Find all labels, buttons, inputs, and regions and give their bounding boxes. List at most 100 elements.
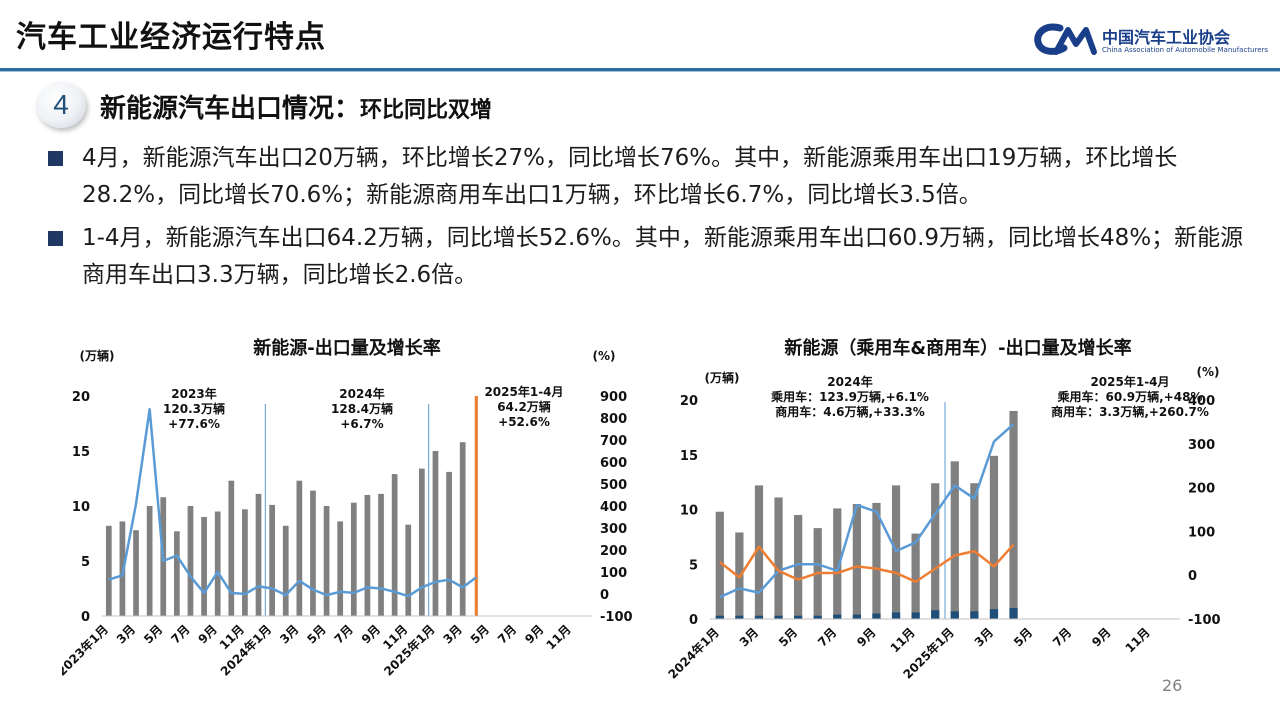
chart-annotation-text: +52.6% — [498, 415, 550, 429]
x-tick-label: 5月 — [1011, 625, 1035, 649]
bar-commercial — [891, 612, 901, 619]
bar-commercial — [931, 610, 940, 619]
bar-total — [364, 495, 371, 616]
bar-total — [794, 514, 803, 619]
bullet-text: 1-4月，新能源汽车出口64.2万辆，同比增长52.6%。其中，新能源乘用车出口… — [82, 225, 1244, 288]
bullet-list: 4月，新能源汽车出口20万辆，环比增长27%，同比增长76%。其中，新能源乘用车… — [48, 140, 1258, 300]
x-tick-label: 11月 — [544, 622, 574, 652]
bar-commercial — [989, 609, 999, 619]
bar-commercial — [754, 615, 764, 619]
bar-commercial — [970, 611, 979, 619]
bar-total — [405, 524, 412, 616]
chart-annotation-text: 商用车：3.3万辆,+260.7% — [1051, 404, 1209, 419]
y2-tick-label: -100 — [1188, 613, 1220, 628]
x-tick-label: 7月 — [495, 622, 519, 646]
bar-commercial — [813, 615, 822, 619]
section-title-main: 新能源汽车出口情况： — [100, 94, 361, 124]
x-tick-label: 9月 — [854, 625, 878, 649]
x-tick-label: 7月 — [168, 622, 192, 646]
bullet-item: 4月，新能源汽车出口20万辆，环比增长27%，同比增长76%。其中，新能源乘用车… — [48, 140, 1258, 214]
y2-tick-label: 700 — [600, 434, 627, 449]
section-title: 新能源汽车出口情况：环比同比双增 — [100, 88, 492, 125]
x-tick-label: 11月 — [1123, 625, 1153, 655]
x-tick-label: 5月 — [141, 622, 165, 646]
chart-annotation-text: 2023年 — [171, 386, 216, 401]
bar-commercial — [715, 615, 724, 619]
x-tick-label: 3月 — [277, 622, 301, 646]
x-tick-label: 3月 — [737, 625, 761, 649]
y2-tick-label: 200 — [600, 544, 627, 559]
y-tick-label: 5 — [689, 558, 698, 573]
header-divider — [0, 68, 1280, 71]
x-tick-label: 3月 — [972, 625, 996, 649]
y-axis-label: (万辆) — [705, 370, 740, 385]
x-tick-label: 2024年1月 — [665, 625, 722, 682]
growth-rate-line — [719, 423, 1015, 599]
chart-annotation-text: 乘用车：60.9万辆,+48% — [1057, 389, 1203, 404]
bar-total — [296, 480, 303, 616]
bar-total — [911, 533, 920, 619]
y-tick-label: 20 — [680, 394, 698, 409]
bar-commercial — [852, 614, 861, 619]
bar-total — [310, 490, 316, 616]
chart-annotation-text: 乘用车：123.9万辆,+6.1% — [770, 389, 929, 404]
bar-total — [391, 474, 398, 616]
bar-total — [872, 502, 881, 619]
y-tick-label: 0 — [81, 610, 90, 625]
bar-total — [146, 506, 153, 616]
bar-total — [459, 442, 466, 616]
growth-rate-line-secondary — [719, 543, 1015, 584]
y2-tick-label: 400 — [1188, 394, 1215, 409]
bar-total — [337, 521, 344, 616]
x-tick-label: 5月 — [304, 622, 328, 646]
bar-total — [378, 493, 384, 616]
bullet-square-icon — [48, 151, 63, 166]
y2-tick-label: 600 — [600, 456, 627, 471]
bar-total — [774, 497, 783, 619]
bar-total — [715, 511, 724, 619]
bar-total — [989, 455, 999, 619]
x-tick-label: 9月 — [1089, 625, 1113, 649]
chart-annotation-text: 2025年1-4月 — [1090, 374, 1169, 389]
x-tick-label: 2023年1月 — [62, 622, 111, 676]
bar-commercial — [833, 614, 842, 619]
growth-rate-line — [108, 407, 478, 598]
y2-tick-label: 500 — [600, 478, 627, 493]
bar-total — [174, 531, 180, 616]
bar-commercial — [950, 611, 959, 619]
x-tick-label: 3月 — [441, 622, 465, 646]
x-tick-label: 7月 — [815, 625, 839, 649]
y2-tick-label: -100 — [600, 610, 633, 625]
logo-text-en: China Association of Automobile Manufact… — [1102, 46, 1269, 54]
bar-commercial — [794, 615, 803, 619]
y-tick-label: 10 — [680, 504, 698, 519]
y-tick-label: 15 — [680, 449, 698, 464]
bar-total — [269, 504, 275, 616]
bar-total — [474, 396, 478, 616]
x-tick-label: 7月 — [332, 622, 356, 646]
y-tick-label: 20 — [72, 390, 90, 405]
y2-tick-label: 900 — [600, 390, 627, 405]
bar-total — [228, 480, 235, 616]
x-tick-label: 11月 — [888, 625, 918, 655]
x-tick-label: 7月 — [1050, 625, 1074, 649]
chart-annotation-text: 2025年1-4月 — [484, 384, 563, 399]
chart-nev-passenger-commercial-export: 新能源（乘用车&商用车）-出口量及增长率 (万辆) (%) 0 5 10 15 20 -100 0… — [665, 337, 1220, 682]
y2-tick-label: 800 — [600, 412, 627, 427]
section-subtitle: 环比同比双增 — [360, 98, 493, 123]
bar-commercial — [774, 615, 783, 619]
chart-annotation-text: 128.4万辆 — [331, 401, 393, 416]
y2-axis-label: (%) — [593, 349, 616, 363]
bar-commercial — [735, 615, 744, 619]
y-tick-label: 10 — [72, 500, 90, 515]
bar-total — [833, 508, 842, 619]
bar-total — [754, 485, 764, 619]
bar-commercial — [911, 612, 920, 619]
y2-tick-label: 300 — [1188, 438, 1215, 453]
y2-tick-label: 100 — [600, 566, 627, 581]
bar-total — [950, 461, 959, 619]
bar-total — [432, 451, 439, 616]
y-tick-label: 5 — [81, 555, 90, 570]
y-tick-label: 0 — [689, 613, 698, 628]
logo-text-cn: 中国汽车工业协会 — [1102, 28, 1231, 47]
